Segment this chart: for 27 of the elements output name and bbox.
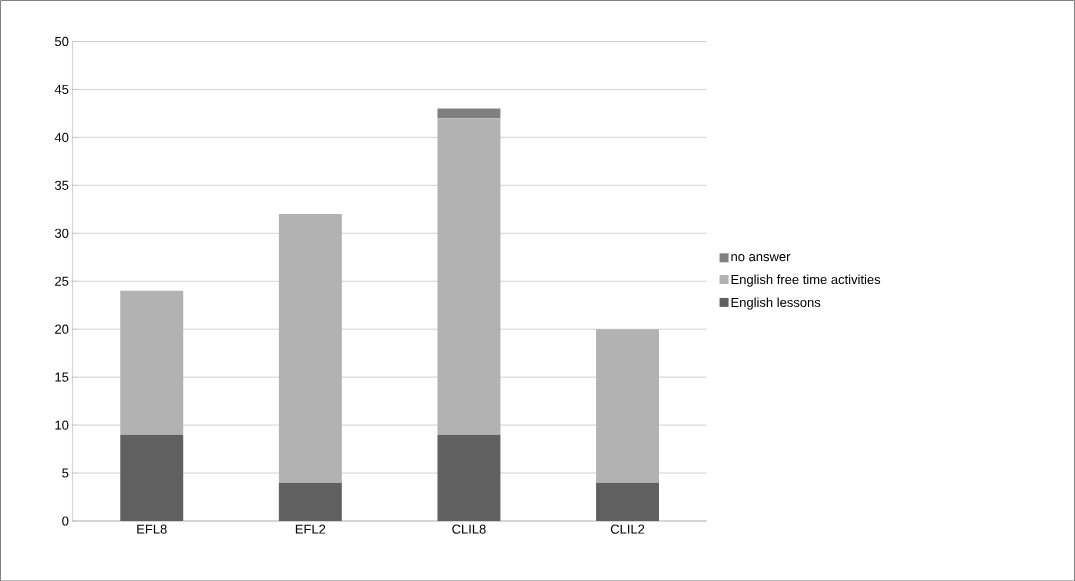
bar [120, 434, 184, 521]
y-tick-label: 15 [55, 372, 69, 382]
x-tick-label: EFL2 [295, 524, 326, 534]
bar [596, 328, 660, 483]
y-tick-label: 0 [62, 516, 69, 526]
legend-label: no answer [731, 253, 791, 261]
bar [278, 482, 342, 521]
y-tick-label: 5 [62, 468, 69, 478]
y-tick-label: 30 [54, 228, 69, 238]
bar [120, 290, 184, 435]
y-tick-label: 45 [54, 84, 69, 94]
y-tick-label: 20 [55, 324, 69, 334]
bar [437, 434, 501, 521]
y-tick-label: 10 [55, 420, 69, 430]
y-tick-label: 35 [54, 180, 69, 190]
y-tick-label: 40 [54, 132, 69, 142]
y-tick-label: 50 [54, 36, 69, 46]
bar [278, 213, 342, 483]
legend-label: English lessons [731, 297, 821, 310]
y-tick-label: 25 [55, 276, 69, 286]
x-tick-label: CLIL2 [610, 524, 645, 534]
bar [437, 108, 501, 118]
bar [596, 482, 660, 521]
bar [437, 117, 501, 435]
x-tick-label: CLIL8 [452, 524, 486, 534]
legend-label: English free time activities [731, 274, 881, 287]
x-tick-label: EFL8 [137, 524, 167, 534]
